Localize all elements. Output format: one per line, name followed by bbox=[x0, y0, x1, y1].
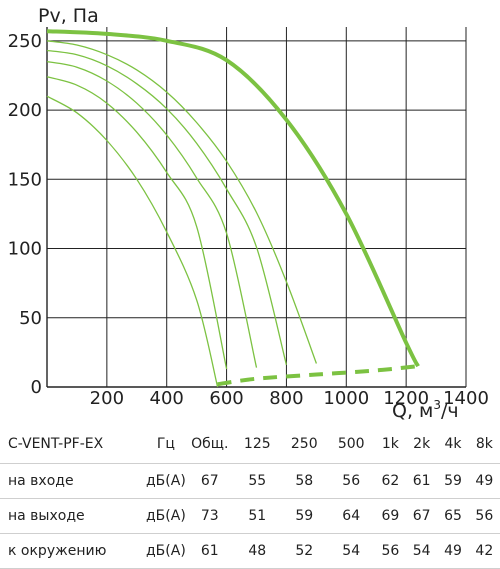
x-tick-label-1200: 1200 bbox=[383, 388, 429, 409]
cell-4k: 59 bbox=[437, 463, 469, 499]
y-tick-label-100: 100 bbox=[8, 239, 42, 260]
header-125: 125 bbox=[233, 425, 281, 464]
speed-curve-1 bbox=[46, 40, 318, 364]
cell-total: 61 bbox=[185, 533, 234, 569]
cell-1k: 56 bbox=[374, 533, 407, 569]
cell-4k: 65 bbox=[437, 498, 469, 534]
cell-250: 59 bbox=[280, 498, 328, 534]
y-tick-label-250: 250 bbox=[8, 31, 42, 52]
header-8k: 8k bbox=[468, 425, 500, 464]
chart-tick-labels: 200 400 600 800 1000 1200 1400 0 50 100 150 200 250 bbox=[8, 31, 489, 409]
x-tick-label-200: 200 bbox=[90, 388, 124, 409]
x-tick-label-400: 400 bbox=[150, 388, 184, 409]
x-axis-title-prefix: Q, м bbox=[392, 400, 433, 420]
y-axis-title: Pv, Па bbox=[38, 5, 99, 27]
chart-grid bbox=[46, 27, 467, 388]
header-4k: 4k bbox=[437, 425, 469, 464]
y-tick-label-0: 0 bbox=[31, 377, 42, 398]
header-250: 250 bbox=[280, 425, 328, 464]
x-tick-label-1000: 1000 bbox=[323, 388, 369, 409]
cell-unit: дБ(А) bbox=[146, 533, 186, 569]
cell-2k: 67 bbox=[406, 498, 438, 534]
header-2k: 2k bbox=[406, 425, 438, 464]
chart-curves bbox=[46, 29, 420, 388]
speed-curve-5 bbox=[46, 95, 219, 388]
row-label: к окружению bbox=[0, 533, 146, 569]
cell-2k: 61 bbox=[406, 463, 438, 499]
speed-curve-3 bbox=[46, 60, 258, 368]
row-label: на входе bbox=[0, 463, 146, 499]
x-tick-label-1400: 1400 bbox=[443, 388, 489, 409]
header-model: C-VENT-PF-EX bbox=[0, 425, 146, 464]
cell-125: 55 bbox=[233, 463, 281, 499]
table-row: на выходе дБ(А) 73 51 59 64 69 67 65 56 bbox=[0, 498, 500, 534]
cell-unit: дБ(А) bbox=[146, 498, 186, 534]
cell-500: 56 bbox=[327, 463, 375, 499]
cell-2k: 54 bbox=[406, 533, 438, 569]
cell-8k: 49 bbox=[468, 463, 500, 499]
speed-curve-2 bbox=[46, 49, 288, 365]
noise-table-header-row: C-VENT-PF-EX Гц Общ. 125 250 500 1k 2k 4… bbox=[0, 425, 500, 464]
cell-125: 48 bbox=[233, 533, 281, 569]
y-tick-label-200: 200 bbox=[8, 100, 42, 121]
minimum-flow-dashed-line bbox=[217, 364, 419, 387]
cell-unit: дБ(А) bbox=[146, 463, 186, 499]
x-axis-title-suffix: /ч bbox=[441, 400, 459, 420]
noise-table: C-VENT-PF-EX Гц Общ. 125 250 500 1k 2k 4… bbox=[0, 425, 500, 569]
cell-1k: 62 bbox=[374, 463, 407, 499]
cell-250: 58 bbox=[280, 463, 328, 499]
row-label: на выходе bbox=[0, 498, 146, 534]
header-1k: 1k bbox=[374, 425, 407, 464]
x-tick-label-600: 600 bbox=[209, 388, 243, 409]
fan-performance-chart: 200 400 600 800 1000 1200 1400050100150200250 … bbox=[8, 5, 489, 420]
cell-total: 67 bbox=[185, 463, 234, 499]
speed-curve-4 bbox=[46, 76, 228, 370]
cell-8k: 56 bbox=[468, 498, 500, 534]
max-speed-curve bbox=[46, 29, 420, 368]
table-row: к окружению дБ(А) 61 48 52 54 56 54 49 4… bbox=[0, 533, 500, 569]
header-hz: Гц bbox=[146, 425, 186, 464]
cell-500: 64 bbox=[327, 498, 375, 534]
y-tick-label-50: 50 bbox=[19, 308, 42, 329]
cell-125: 51 bbox=[233, 498, 281, 534]
y-tick-label-150: 150 bbox=[8, 169, 42, 190]
cell-1k: 69 bbox=[374, 498, 407, 534]
cell-250: 52 bbox=[280, 533, 328, 569]
cell-4k: 49 bbox=[437, 533, 469, 569]
cell-total: 73 bbox=[185, 498, 234, 534]
x-tick-label-800: 800 bbox=[269, 388, 303, 409]
header-total: Общ. bbox=[185, 425, 234, 464]
x-axis-title-sup: 3 bbox=[433, 398, 441, 412]
header-500: 500 bbox=[327, 425, 375, 464]
cell-500: 54 bbox=[327, 533, 375, 569]
x-axis-title: Q, м3/ч bbox=[392, 398, 459, 420]
cell-8k: 42 bbox=[468, 533, 500, 569]
table-row: на входе дБ(А) 67 55 58 56 62 61 59 49 bbox=[0, 463, 500, 499]
